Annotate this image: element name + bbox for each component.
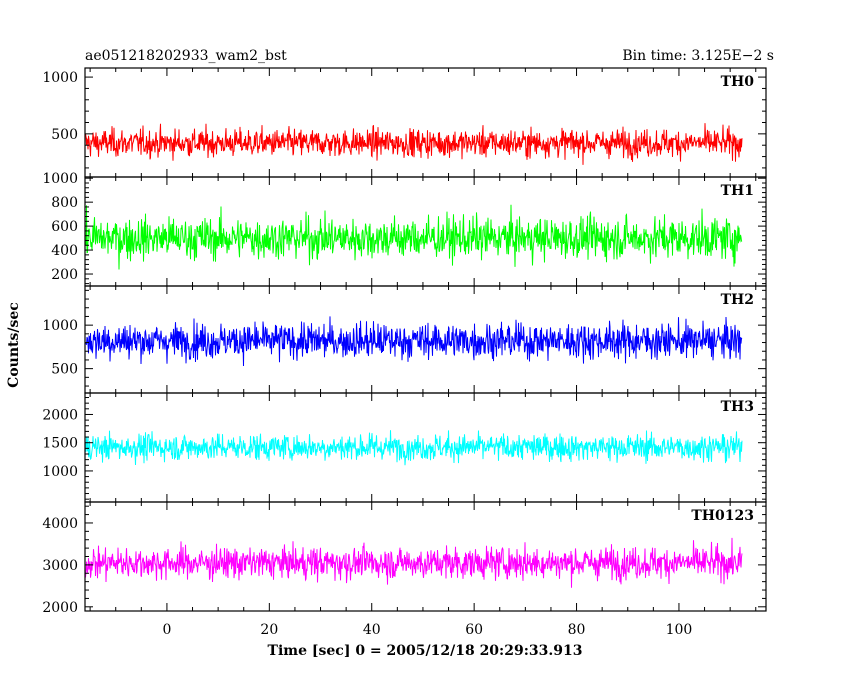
x-tick-label: 100	[666, 622, 693, 638]
series-th1	[85, 204, 743, 270]
panel-th2: 500 1000 TH2	[42, 285, 767, 394]
x-tick-label: 60	[465, 622, 483, 638]
series-th3	[85, 430, 743, 466]
y-tick-label: 1000	[42, 171, 78, 187]
x-tick-label: 80	[568, 622, 586, 638]
panel-label: TH1	[721, 183, 754, 199]
panel-label: TH0123	[691, 508, 754, 524]
y-axis-label: Counts/sec	[6, 302, 22, 388]
series-th2	[85, 316, 743, 367]
y-tick-label: 600	[51, 219, 78, 235]
y-tick-label: 3000	[42, 558, 78, 574]
bin-time-label: Bin time: 3.125E−2 s	[622, 48, 774, 64]
panel-th0: 500 1000 TH0	[42, 67, 767, 178]
series-th0123	[85, 537, 743, 588]
y-tick-label: 200	[51, 267, 78, 283]
x-tick-label: 0	[162, 622, 171, 638]
y-tick-label: 2000	[42, 600, 78, 616]
y-tick-label: 400	[51, 243, 78, 259]
panel-th3: 1000 1500 2000 TH3	[42, 392, 767, 503]
y-tick-label: 500	[51, 362, 78, 378]
panel-label: TH0	[721, 74, 755, 90]
panel-th0123: 2000 3000 4000 TH0123	[42, 501, 767, 616]
y-tick-label: 500	[51, 127, 78, 143]
y-tick-label: 1500	[42, 436, 78, 452]
y-tick-label: 1000	[42, 318, 78, 334]
panel-frame	[84, 67, 767, 178]
panel-label: TH2	[721, 292, 754, 308]
panel-th1: 200 400 600 800 1000 TH1	[42, 171, 767, 287]
panel-label: TH3	[721, 399, 754, 415]
y-tick-label: 800	[51, 195, 78, 211]
x-tick-label: 40	[363, 622, 381, 638]
y-tick-label: 1000	[42, 464, 78, 480]
series-th0	[85, 123, 743, 165]
y-tick-label: 4000	[42, 516, 78, 532]
y-tick-label: 1000	[42, 70, 78, 86]
figure-title: ae051218202933_wam2_bst	[85, 48, 287, 64]
y-tick-label: 2000	[42, 407, 78, 423]
x-axis-label: Time [sec] 0 = 2005/12/18 20:29:33.913	[268, 643, 583, 659]
x-tick-label: 20	[260, 622, 278, 638]
